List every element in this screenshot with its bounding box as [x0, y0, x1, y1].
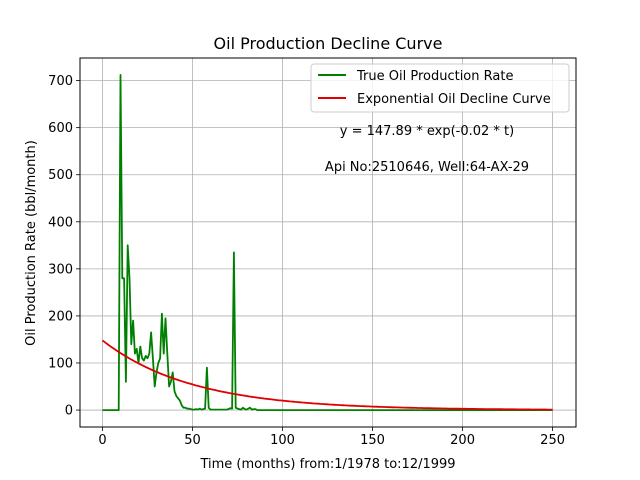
x-tick-label: 150 [360, 433, 385, 448]
plot-frame [79, 57, 577, 428]
legend-label-true-rate: True Oil Production Rate [356, 69, 513, 84]
x-axis-label: Time (months) from:1/1978 to:12/1999 [199, 457, 455, 472]
legend: True Oil Production Rate Exponential Oil… [310, 63, 570, 113]
x-tick-label: 50 [184, 433, 201, 448]
x-tick-label: 200 [450, 433, 475, 448]
y-tick-label: 400 [48, 215, 73, 230]
x-axis: 0 50 100 150 200 250 [98, 427, 565, 448]
equation-annotation: y = 147.89 * exp(-0.02 * t) [340, 124, 514, 139]
y-tick-label: 700 [48, 74, 73, 89]
legend-box [310, 63, 570, 113]
y-tick-label: 200 [48, 309, 73, 324]
y-axis-label: Oil Production Rate (bbl/month) [24, 140, 39, 346]
well-annotation: Api No:2510646, Well:64-AX-29 [325, 160, 529, 175]
y-tick-label: 0 [65, 404, 73, 419]
series-exponential-oil-decline-curve [101, 339, 553, 411]
legend-label-exponential: Exponential Oil Decline Curve [357, 92, 551, 107]
series-true-oil-production-rate [102, 74, 553, 412]
y-tick-label: 100 [48, 356, 73, 371]
y-tick-label: 600 [48, 121, 73, 136]
chart-title: Oil Production Decline Curve [214, 34, 443, 53]
series-layer [101, 74, 553, 412]
y-tick-label: 300 [48, 262, 73, 277]
x-tick-label: 0 [98, 433, 106, 448]
y-axis: 0 100 200 300 400 500 600 700 [48, 74, 80, 419]
y-tick-label: 500 [48, 168, 73, 183]
x-tick-label: 250 [540, 433, 565, 448]
x-tick-label: 100 [270, 433, 295, 448]
